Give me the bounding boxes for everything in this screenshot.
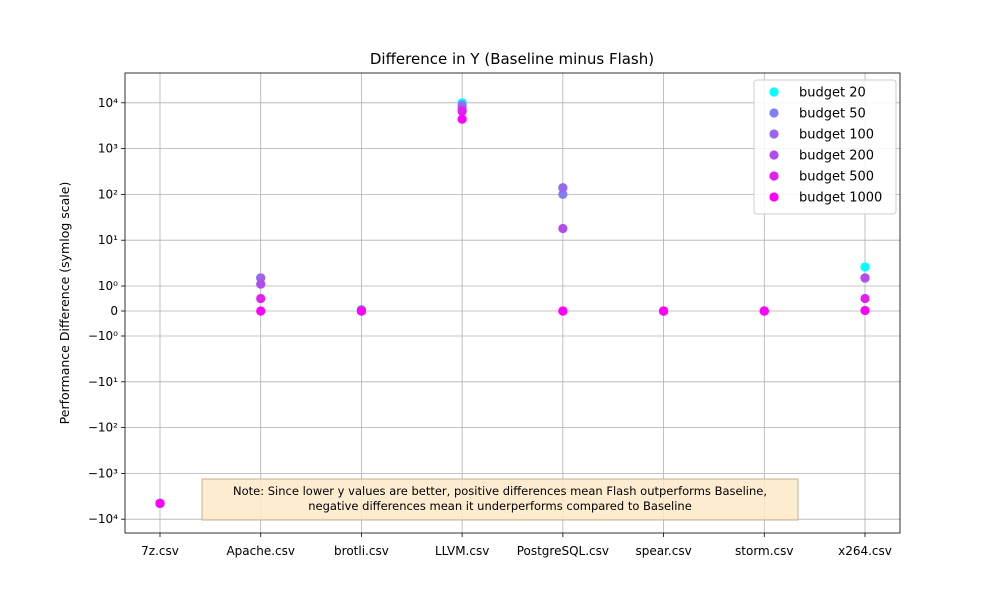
data-point (860, 293, 870, 304)
data-point (860, 305, 870, 316)
data-point (759, 306, 769, 316)
legend-marker (769, 150, 779, 160)
y-tick-label: 10⁰ (98, 279, 118, 293)
x-tick-label: LLVM.csv (435, 544, 489, 558)
legend-label: budget 20 (799, 86, 866, 101)
y-tick-label: 10² (98, 187, 118, 201)
legend-marker (769, 87, 779, 97)
y-axis-title: Performance Difference (symlog scale) (57, 182, 72, 425)
data-point (558, 306, 568, 316)
legend-label: budget 200 (799, 149, 874, 164)
x-tick-label: x264.csv (838, 544, 892, 558)
y-tick-label: −10³ (88, 466, 118, 480)
y-tick-label: 10⁴ (98, 96, 118, 110)
legend-marker (769, 192, 779, 202)
note-text: negative differences mean it underperfor… (308, 499, 692, 513)
x-tick-label: PostgreSQL.csv (517, 544, 609, 558)
annotation-layer: Note: Since lower y values are better, p… (201, 478, 799, 521)
legend-marker (769, 129, 779, 139)
data-point (356, 306, 367, 316)
ticks-layer: 10⁴ 10³ 10² 10¹ 10⁰ 0 −10⁰ −10¹ −10² −10³ −10⁴ 7z.c… (88, 96, 892, 558)
x-tick-label: spear.csv (635, 544, 691, 558)
data-point (155, 498, 165, 508)
y-tick-label: 10¹ (98, 233, 118, 247)
legend-label: budget 50 (799, 107, 866, 122)
legend-marker (769, 108, 779, 118)
data-point (256, 306, 266, 316)
data-point (558, 223, 568, 234)
legend-marker (769, 171, 779, 181)
data-point (256, 293, 266, 304)
chart-title: Difference in Y (Baseline minus Flash) (370, 50, 654, 68)
legend-label: budget 1000 (799, 191, 882, 206)
y-tick-label: −10⁰ (88, 329, 118, 343)
y-tick-label: −10⁴ (88, 512, 118, 526)
x-tick-label: storm.csv (735, 544, 793, 558)
data-point (558, 183, 568, 193)
data-point (457, 106, 467, 116)
y-tick-label: −10¹ (88, 375, 118, 389)
x-tick-label: 7z.csv (141, 544, 179, 558)
data-point (558, 189, 568, 199)
legend: budget 20 budget 50 budget 100 budget 200 bu… (753, 79, 897, 215)
plot-frame (124, 72, 901, 534)
y-tick-label: 10³ (98, 142, 118, 156)
x-tick-label: brotli.csv (334, 544, 389, 558)
data-point (457, 114, 467, 124)
data-point (860, 273, 870, 283)
data-point (658, 306, 669, 316)
note-text: Note: Since lower y values are better, p… (233, 484, 767, 498)
data-point (256, 279, 266, 289)
data-point (860, 262, 870, 272)
x-tick-label: Apache.csv (226, 544, 295, 558)
legend-label: budget 500 (799, 170, 874, 185)
y-tick-label: −10² (88, 421, 118, 435)
points-layer (155, 98, 870, 508)
y-tick-label: 0 (110, 304, 118, 318)
legend-box (753, 79, 897, 215)
note-box (201, 478, 799, 521)
legend-label: budget 100 (799, 128, 874, 143)
